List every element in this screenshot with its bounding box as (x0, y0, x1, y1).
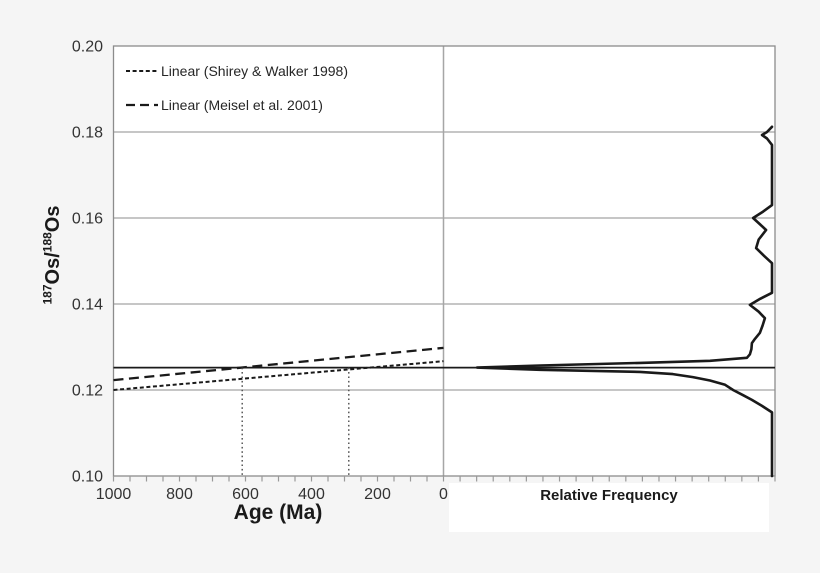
y-axis-title-superscript: 188 (39, 232, 54, 253)
legend-entry-meisel: Linear (Meisel et al. 2001) (125, 92, 348, 118)
frequency-axis-title: Relative Frequency (540, 487, 678, 504)
relative-frequency-curve (475, 125, 774, 478)
regression-line-meisel (113, 346, 444, 382)
x-tick-label: 400 (298, 486, 325, 503)
x-tick-label: 600 (232, 486, 259, 503)
dotted-line-sample-icon (126, 70, 158, 72)
dashed-line-sample-icon (126, 103, 158, 107)
legend-entry-shirey-walker: Linear (Shirey & Walker 1998) (125, 58, 348, 84)
y-tick-label: 0.12 (72, 383, 103, 400)
x-tick-label: 1000 (96, 486, 132, 503)
regression-line-shirey-walker (113, 360, 444, 391)
y-axis-title: 187Os/188Os (39, 205, 64, 305)
legend-label: Linear (Shirey & Walker 1998) (161, 63, 349, 79)
y-tick-label: 0.18 (72, 125, 103, 142)
x-tick-label: 800 (166, 486, 193, 503)
x-tick-label: 200 (364, 486, 391, 503)
frequency-label-box (449, 483, 769, 532)
y-tick-label: 0.20 (72, 39, 103, 56)
y-tick-label: 0.14 (72, 297, 103, 314)
y-tick-label: 0.16 (72, 211, 103, 228)
y-axis-title-superscript: 187 (39, 284, 54, 305)
x-tick-label: 0 (439, 486, 448, 503)
chart-legend: Linear (Shirey & Walker 1998) Linear (Me… (125, 58, 348, 126)
x-axis-title: Age (Ma) (233, 501, 323, 524)
legend-label: Linear (Meisel et al. 2001) (161, 97, 323, 113)
plot-frame (112, 45, 776, 477)
y-tick-label: 0.10 (72, 469, 103, 486)
